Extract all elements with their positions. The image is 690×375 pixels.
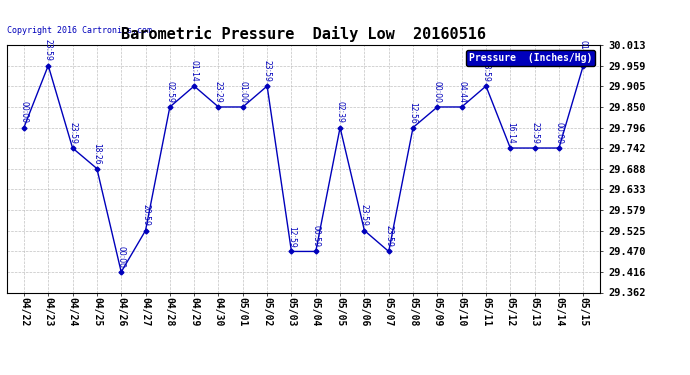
- Text: 18:26: 18:26: [92, 143, 101, 164]
- Text: 20:59: 20:59: [141, 204, 150, 226]
- Text: 23:59: 23:59: [384, 225, 393, 247]
- Text: 23:59: 23:59: [360, 204, 369, 226]
- Text: 23:59: 23:59: [263, 60, 272, 82]
- Text: 00:00: 00:00: [117, 246, 126, 268]
- Text: 23:59: 23:59: [530, 122, 539, 144]
- Text: 23:29: 23:29: [214, 81, 223, 103]
- Text: 01:00: 01:00: [238, 81, 247, 103]
- Text: 12:56: 12:56: [408, 102, 417, 123]
- Text: 02:59: 02:59: [166, 81, 175, 103]
- Title: Barometric Pressure  Daily Low  20160516: Barometric Pressure Daily Low 20160516: [121, 27, 486, 42]
- Text: 00:59: 00:59: [311, 225, 320, 247]
- Text: 23:59: 23:59: [43, 39, 52, 62]
- Text: 00:00: 00:00: [433, 81, 442, 103]
- Text: 00:00: 00:00: [555, 122, 564, 144]
- Text: 00:00: 00:00: [19, 101, 28, 123]
- Text: 16:14: 16:14: [506, 122, 515, 144]
- Text: Copyright 2016 Cartronics.com: Copyright 2016 Cartronics.com: [7, 26, 152, 35]
- Legend: Pressure  (Inches/Hg): Pressure (Inches/Hg): [466, 50, 595, 66]
- Text: 02:39: 02:39: [335, 102, 344, 123]
- Text: 12:59: 12:59: [287, 225, 296, 247]
- Text: 01:14: 01:14: [190, 60, 199, 82]
- Text: 23:59: 23:59: [68, 122, 77, 144]
- Text: 04:44: 04:44: [457, 81, 466, 103]
- Text: 23:59: 23:59: [482, 60, 491, 82]
- Text: 01:14: 01:14: [579, 40, 588, 62]
